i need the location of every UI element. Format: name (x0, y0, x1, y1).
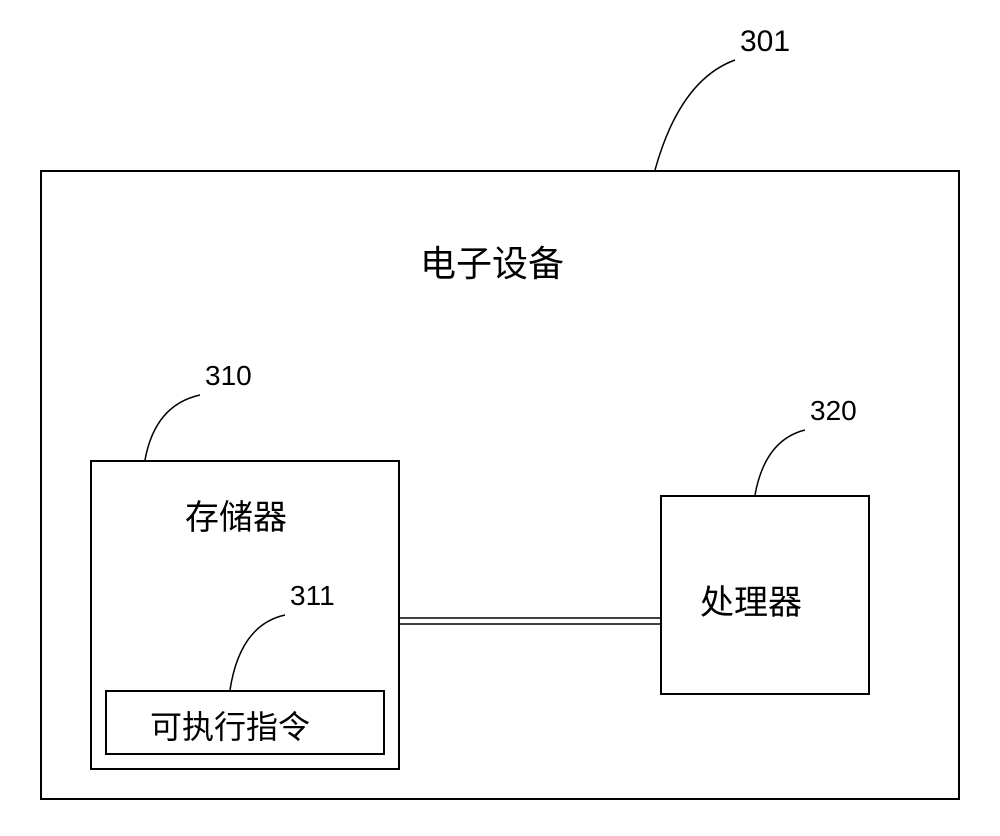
block-diagram: 电子设备 301 存储器 310 可执行指令 311 处理器 320 (0, 0, 1000, 836)
connector-line (0, 0, 1000, 836)
